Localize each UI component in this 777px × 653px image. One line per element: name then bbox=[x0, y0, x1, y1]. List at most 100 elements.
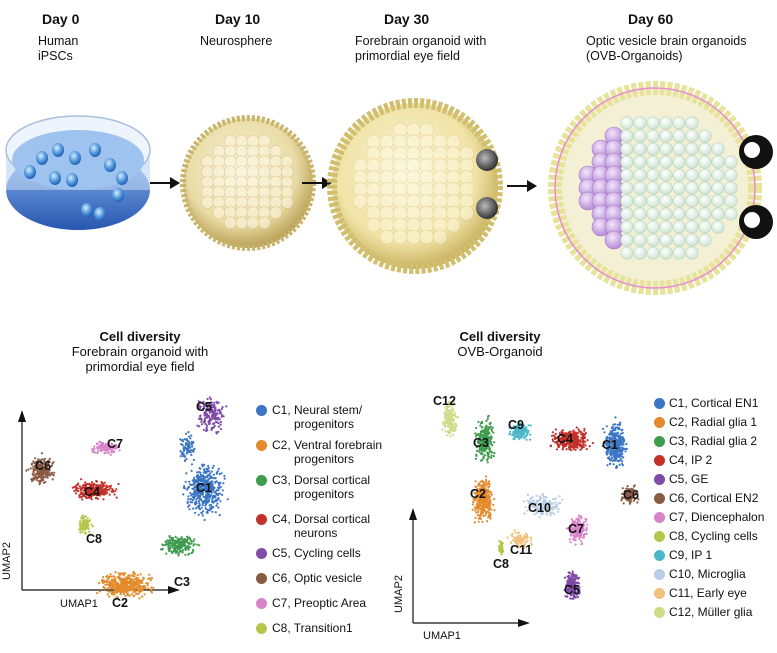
left-point-c7 bbox=[103, 451, 106, 454]
left-point-c1 bbox=[217, 489, 220, 492]
left-point-c4 bbox=[97, 492, 100, 496]
green-cell bbox=[698, 220, 712, 234]
left-point-c5 bbox=[210, 428, 213, 431]
right-point-c11 bbox=[510, 534, 513, 537]
left-point-c5 bbox=[213, 401, 216, 404]
left-point-c5 bbox=[210, 418, 213, 421]
left-legend-c2-line1: C2, Ventral forebrain bbox=[272, 438, 383, 452]
left-point-c4 bbox=[91, 494, 95, 497]
right-point-c10 bbox=[529, 497, 532, 500]
left-point-c1 bbox=[222, 482, 225, 485]
right-point-c11 bbox=[514, 531, 517, 534]
right-point-c10 bbox=[526, 493, 530, 497]
right-point-c12 bbox=[454, 414, 457, 418]
right-point-c1 bbox=[603, 431, 606, 434]
right-point-c2 bbox=[488, 485, 491, 488]
right-point-c7 bbox=[586, 523, 589, 526]
left-point-c5 bbox=[219, 420, 223, 424]
green-cell bbox=[672, 142, 686, 156]
right-point-c2 bbox=[484, 475, 488, 478]
left-point-c1 bbox=[207, 470, 211, 473]
right-point-c12 bbox=[456, 416, 460, 419]
left-point-c2 bbox=[152, 586, 155, 589]
right-point-c4 bbox=[574, 443, 578, 446]
left-point-c4 bbox=[109, 484, 112, 487]
left-point-c4 bbox=[76, 483, 79, 486]
left-point-c5 bbox=[220, 408, 223, 411]
left-point-c1 bbox=[185, 472, 188, 475]
right-point-c10 bbox=[557, 508, 560, 511]
left-point-c2 bbox=[113, 575, 116, 578]
left-point-c5 bbox=[217, 421, 220, 425]
left-point-c2 bbox=[124, 572, 127, 575]
left-point-c1 bbox=[179, 438, 182, 441]
right-point-c1 bbox=[621, 431, 624, 435]
left-point-c2 bbox=[146, 582, 149, 585]
day60-desc-line2: (OVB-Organoids) bbox=[586, 49, 683, 63]
green-cell bbox=[672, 220, 686, 234]
left-point-c2 bbox=[103, 581, 106, 584]
left-point-c1 bbox=[197, 492, 200, 495]
left-point-c6 bbox=[51, 478, 54, 481]
left-point-c2 bbox=[118, 578, 122, 582]
left-point-c5 bbox=[217, 430, 220, 433]
left-point-c2 bbox=[115, 596, 118, 599]
left-point-c5 bbox=[203, 414, 206, 417]
right-point-c1 bbox=[618, 463, 621, 466]
green-cell bbox=[698, 194, 712, 208]
left-point-c8 bbox=[87, 527, 90, 530]
right-ylabel: UMAP2 bbox=[392, 575, 405, 613]
right-legend-dot-3 bbox=[654, 436, 665, 447]
right-point-c1 bbox=[615, 466, 618, 469]
right-legend-dot-9 bbox=[654, 550, 665, 561]
left-point-c2 bbox=[144, 586, 147, 590]
left-point-c6 bbox=[40, 458, 43, 461]
right-point-c10 bbox=[553, 505, 556, 508]
left-point-c1 bbox=[202, 489, 205, 492]
right-point-c1 bbox=[615, 452, 618, 455]
left-point-c2 bbox=[106, 590, 109, 593]
left-point-c1 bbox=[197, 482, 200, 485]
left-point-c1 bbox=[207, 488, 210, 491]
left-legend-c6: C6, Optic vesicle bbox=[272, 571, 363, 585]
left-point-c3 bbox=[167, 548, 170, 551]
left-point-c7 bbox=[100, 443, 103, 446]
right-point-c12 bbox=[445, 408, 448, 411]
right-point-c5 bbox=[573, 578, 577, 581]
left-point-c1 bbox=[197, 487, 200, 490]
left-point-c8 bbox=[82, 519, 85, 522]
right-point-c2 bbox=[492, 503, 495, 507]
left-point-c8 bbox=[79, 531, 82, 534]
green-cell bbox=[685, 220, 699, 234]
left-point-c2 bbox=[108, 584, 112, 587]
right-point-c1 bbox=[616, 435, 619, 438]
cell-texture bbox=[366, 217, 381, 233]
left-umap-scatter bbox=[25, 396, 229, 600]
right-point-c3 bbox=[493, 452, 496, 455]
left-point-c3 bbox=[186, 538, 189, 542]
left-point-c1 bbox=[191, 493, 194, 496]
right-point-c3 bbox=[474, 432, 477, 435]
right-point-c2 bbox=[493, 497, 496, 501]
right-point-c8 bbox=[500, 543, 503, 546]
green-cell bbox=[698, 142, 712, 156]
green-cell bbox=[646, 142, 660, 156]
left-point-c2 bbox=[150, 577, 154, 580]
right-point-c11 bbox=[517, 537, 520, 540]
left-point-c3 bbox=[179, 549, 182, 553]
left-legend-c2-line2: progenitors bbox=[294, 452, 355, 466]
right-point-c4 bbox=[582, 436, 585, 439]
right-point-c3 bbox=[493, 441, 496, 444]
left-point-c2 bbox=[101, 579, 104, 582]
left-point-c5 bbox=[206, 407, 209, 410]
right-point-c2 bbox=[490, 493, 493, 496]
left-point-c1 bbox=[191, 483, 194, 486]
right-point-c12 bbox=[449, 431, 452, 434]
left-legend-dot-c8 bbox=[256, 623, 267, 634]
right-point-c2 bbox=[484, 514, 487, 517]
left-point-c2 bbox=[148, 573, 151, 576]
left-point-c1 bbox=[202, 495, 205, 498]
left-point-c4 bbox=[86, 483, 89, 486]
left-legend-c5: C5, Cycling cells bbox=[272, 546, 361, 560]
left-legend-dot-c2 bbox=[256, 440, 267, 451]
